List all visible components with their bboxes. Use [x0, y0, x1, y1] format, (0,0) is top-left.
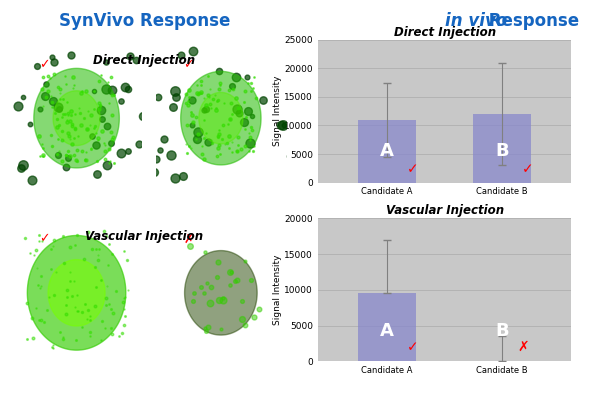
Text: B: B [495, 322, 509, 340]
Text: A: A [19, 226, 30, 241]
Polygon shape [27, 235, 126, 350]
Text: B: B [164, 52, 174, 66]
Text: SynVivo Response: SynVivo Response [59, 12, 230, 30]
Title: Vascular Injection: Vascular Injection [386, 204, 504, 217]
Text: in vivo: in vivo [445, 12, 507, 30]
Text: Vascular Injection: Vascular Injection [85, 230, 203, 243]
Polygon shape [53, 91, 100, 146]
Text: ✓: ✓ [406, 340, 418, 354]
Text: ✗: ✗ [517, 340, 529, 354]
Bar [474, 114, 531, 183]
Text: ✓: ✓ [522, 162, 534, 176]
Polygon shape [184, 251, 257, 335]
Text: ✓: ✓ [39, 233, 49, 245]
Bar [358, 120, 416, 183]
Bar [358, 293, 416, 361]
Text: A: A [19, 52, 30, 66]
Text: ✗: ✗ [183, 233, 194, 245]
Text: Direct Injection: Direct Injection [93, 54, 196, 67]
Text: ✓: ✓ [406, 162, 418, 176]
Title: Direct Injection: Direct Injection [393, 25, 496, 39]
Polygon shape [181, 71, 261, 165]
Y-axis label: Signal Intensity: Signal Intensity [273, 254, 282, 325]
Polygon shape [48, 260, 105, 326]
Text: A: A [380, 322, 394, 340]
Text: ✓: ✓ [183, 58, 194, 71]
Text: A: A [380, 142, 394, 160]
Polygon shape [34, 68, 120, 168]
Text: B: B [495, 142, 509, 160]
Text: B: B [164, 226, 174, 241]
Polygon shape [198, 93, 243, 144]
Text: ✓: ✓ [39, 58, 49, 71]
Text: Response: Response [483, 12, 579, 30]
Y-axis label: Signal Intensity: Signal Intensity [273, 76, 282, 146]
